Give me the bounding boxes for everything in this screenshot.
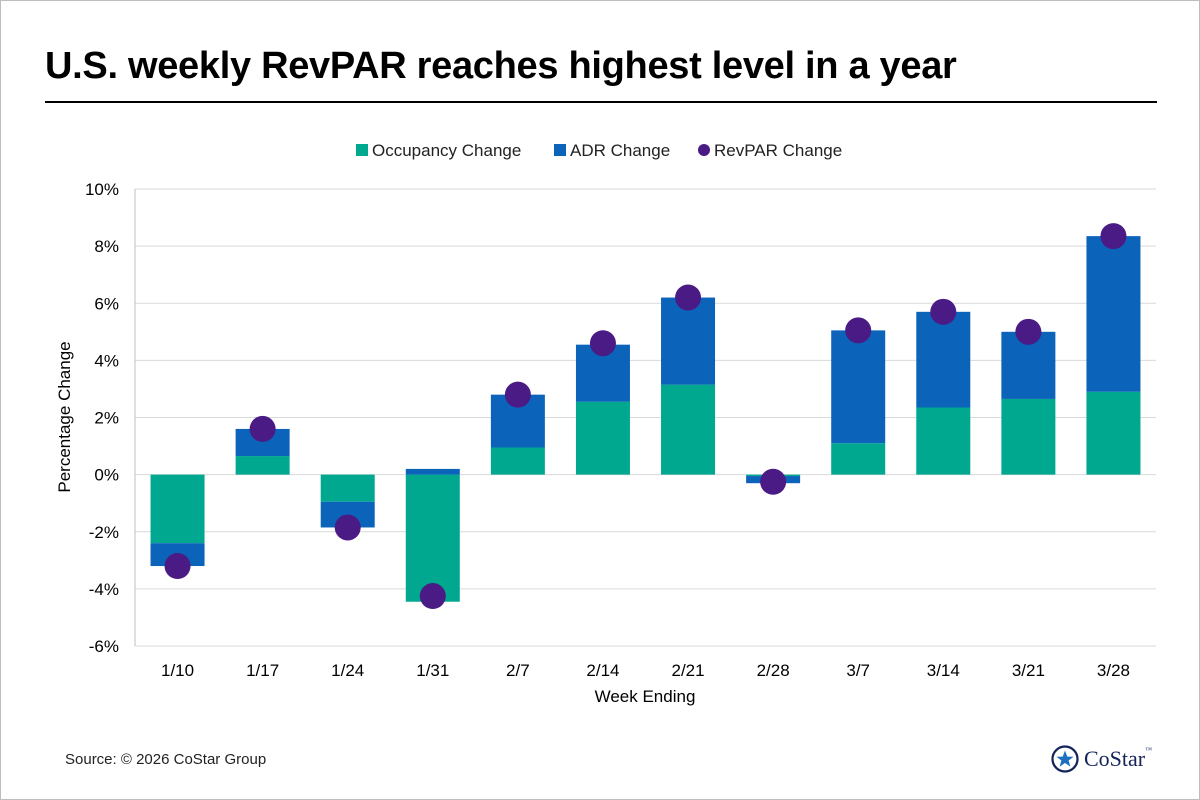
- y-axis-label: Percentage Change: [55, 341, 74, 492]
- occupancy-bar: [1001, 398, 1056, 475]
- revpar-point: [504, 381, 531, 408]
- y-tick-label: -6%: [89, 637, 119, 656]
- occupancy-bar: [150, 474, 205, 544]
- revpar-point: [1100, 223, 1127, 250]
- legend-swatch: [554, 144, 566, 156]
- revpar-point: [930, 298, 957, 325]
- y-tick-label: 10%: [85, 180, 119, 199]
- x-axis-label: Week Ending: [595, 687, 696, 706]
- revpar-point: [845, 317, 872, 344]
- x-tick-label: 2/21: [671, 661, 704, 680]
- occupancy-bar: [490, 447, 545, 475]
- occupancy-bar: [575, 401, 630, 475]
- occupancy-bar: [1086, 391, 1141, 475]
- adr-bar: [831, 330, 886, 444]
- gridlines: [134, 188, 1156, 647]
- revpar-point: [1015, 318, 1042, 345]
- occupancy-bar: [235, 456, 290, 475]
- revpar-point: [589, 330, 616, 357]
- legend-marker: [698, 144, 710, 156]
- source-note: Source: © 2026 CoStar Group: [65, 751, 267, 768]
- occupancy-bar: [831, 443, 886, 475]
- x-tick-label: 2/14: [586, 661, 619, 680]
- adr-bar: [916, 311, 971, 408]
- title-divider: [45, 101, 1157, 103]
- y-axis-ticks: 10% 8% 6% 4% 2% 0% -2% -4% -6%: [85, 180, 119, 656]
- bars: [150, 236, 1141, 602]
- y-tick-label: 8%: [94, 237, 119, 256]
- revpar-point: [675, 284, 702, 311]
- legend-label: Occupancy Change: [372, 141, 521, 160]
- x-tick-label: 2/28: [757, 661, 790, 680]
- x-tick-label: 1/24: [331, 661, 364, 680]
- y-tick-label: 2%: [94, 409, 119, 428]
- x-axis-ticks: 1/10 1/17 1/24 1/31 2/7 2/14 2/21 2/28 3/7 3/14 3/…: [161, 661, 1130, 680]
- revpar-point: [419, 583, 446, 610]
- costar-logo: CoStar™: [1051, 745, 1152, 773]
- occupancy-bar: [320, 474, 375, 502]
- revpar-point: [334, 514, 361, 541]
- chart-title: U.S. weekly RevPAR reaches highest level…: [45, 45, 957, 87]
- revpar-points: [164, 223, 1127, 610]
- revpar-point: [164, 553, 191, 580]
- x-tick-label: 1/31: [416, 661, 449, 680]
- adr-bar: [661, 297, 716, 385]
- costar-star-icon: [1051, 745, 1079, 773]
- occupancy-bar: [916, 407, 971, 475]
- occupancy-bar: [661, 384, 716, 475]
- x-tick-label: 3/14: [927, 661, 960, 680]
- y-tick-label: -4%: [89, 580, 119, 599]
- costar-logo-text: CoStar™: [1084, 746, 1152, 771]
- legend: Occupancy Change ADR Change RevPAR Change: [356, 141, 842, 160]
- x-tick-label: 3/7: [846, 661, 870, 680]
- occupancy-bar: [405, 474, 460, 602]
- y-tick-label: 0%: [94, 466, 119, 485]
- revpar-point: [760, 468, 787, 495]
- legend-swatch: [356, 144, 368, 156]
- x-tick-label: 2/7: [506, 661, 530, 680]
- x-tick-label: 1/10: [161, 661, 194, 680]
- y-tick-label: 6%: [94, 294, 119, 313]
- y-tick-label: -2%: [89, 523, 119, 542]
- adr-bar: [405, 468, 460, 475]
- x-tick-label: 3/28: [1097, 661, 1130, 680]
- x-tick-label: 1/17: [246, 661, 279, 680]
- y-tick-label: 4%: [94, 351, 119, 370]
- revpar-point: [249, 415, 276, 442]
- legend-label: ADR Change: [570, 141, 670, 160]
- legend-label: RevPAR Change: [714, 141, 842, 160]
- x-tick-label: 3/21: [1012, 661, 1045, 680]
- adr-bar: [1086, 236, 1141, 392]
